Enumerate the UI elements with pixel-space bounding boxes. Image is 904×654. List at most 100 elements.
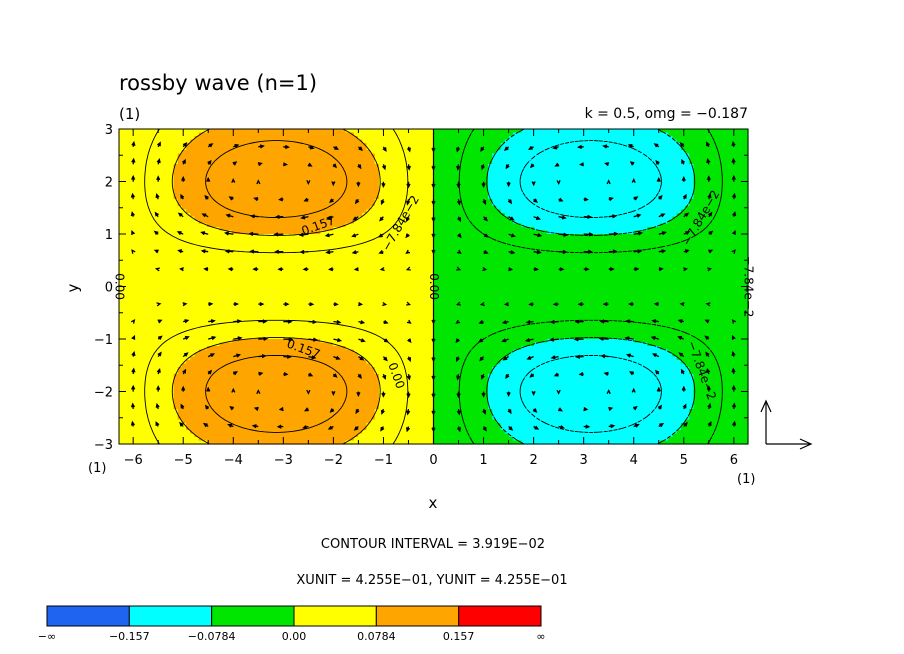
field-cell bbox=[324, 283, 330, 288]
field-cell bbox=[253, 136, 258, 141]
field-cell bbox=[135, 419, 141, 424]
field-cell bbox=[324, 300, 330, 305]
field-cell bbox=[215, 255, 221, 260]
field-cell bbox=[332, 272, 338, 277]
field-cell bbox=[198, 405, 204, 410]
field-cell bbox=[311, 237, 317, 242]
field-cell bbox=[223, 216, 229, 221]
field-cell bbox=[152, 349, 158, 354]
field-cell bbox=[223, 290, 229, 295]
field-cell bbox=[232, 419, 238, 424]
field-cell bbox=[341, 314, 347, 319]
field-cell bbox=[219, 349, 225, 354]
field-cell bbox=[320, 381, 326, 386]
field-cell bbox=[211, 412, 217, 417]
field-cell bbox=[198, 272, 204, 277]
field-cell bbox=[160, 416, 166, 421]
field-cell bbox=[123, 164, 128, 169]
field-cell bbox=[236, 349, 242, 354]
field-cell bbox=[345, 178, 351, 183]
field-cell bbox=[139, 234, 145, 239]
field-cell bbox=[269, 409, 275, 414]
field-cell bbox=[152, 416, 158, 421]
field-cell bbox=[299, 150, 305, 155]
field-cell bbox=[194, 192, 200, 197]
field-cell bbox=[274, 423, 279, 428]
field-cell bbox=[332, 262, 338, 267]
field-cell bbox=[332, 440, 338, 445]
field-cell bbox=[119, 234, 124, 239]
field-cell bbox=[332, 279, 338, 284]
field-cell bbox=[345, 171, 351, 176]
field-cell bbox=[186, 290, 191, 295]
field-cell bbox=[265, 395, 271, 400]
field-cell bbox=[282, 395, 288, 400]
field-cell bbox=[169, 426, 175, 431]
field-cell bbox=[228, 143, 233, 148]
field-cell bbox=[198, 335, 204, 340]
field-cell bbox=[278, 321, 284, 326]
field-cell bbox=[303, 412, 309, 417]
field-cell bbox=[194, 174, 200, 179]
field-cell bbox=[219, 188, 225, 193]
field-cell bbox=[215, 430, 221, 435]
field-cell bbox=[144, 402, 149, 407]
field-cell bbox=[324, 367, 330, 372]
field-cell bbox=[269, 185, 275, 190]
field-cell bbox=[160, 234, 166, 239]
field-cell bbox=[324, 199, 330, 204]
field-cell bbox=[240, 244, 246, 249]
field-cell bbox=[299, 437, 305, 442]
field-cell bbox=[156, 398, 162, 403]
field-cell bbox=[131, 332, 137, 337]
field-cell bbox=[244, 272, 250, 277]
field-cell bbox=[211, 220, 217, 225]
field-cell bbox=[290, 188, 296, 193]
field-cell bbox=[286, 346, 292, 351]
field-cell bbox=[257, 202, 263, 207]
field-cell bbox=[244, 199, 250, 204]
field-cell bbox=[127, 160, 133, 165]
field-cell bbox=[173, 412, 179, 417]
field-cell bbox=[223, 199, 229, 204]
field-cell bbox=[232, 286, 238, 291]
field-cell bbox=[316, 300, 321, 305]
field-cell bbox=[219, 409, 225, 414]
field-cell bbox=[316, 290, 321, 295]
field-cell bbox=[207, 353, 212, 358]
field-cell bbox=[274, 321, 279, 326]
field-cell bbox=[219, 209, 225, 214]
field-cell bbox=[131, 132, 137, 137]
field-cell bbox=[253, 269, 258, 274]
field-cell bbox=[349, 171, 355, 176]
field-cell bbox=[345, 388, 351, 393]
field-cell bbox=[190, 430, 196, 435]
field-cell bbox=[341, 185, 347, 190]
field-cell bbox=[307, 195, 313, 200]
field-cell bbox=[240, 269, 246, 274]
field-cell bbox=[299, 132, 305, 137]
field-cell bbox=[261, 234, 267, 239]
field-cell bbox=[165, 167, 170, 172]
field-cell bbox=[202, 192, 208, 197]
field-cell bbox=[190, 136, 196, 141]
field-cell bbox=[316, 185, 321, 190]
field-cell bbox=[248, 293, 254, 298]
field-cell bbox=[207, 248, 212, 253]
field-cell bbox=[253, 335, 258, 340]
field-cell bbox=[165, 279, 170, 284]
field-cell bbox=[248, 234, 254, 239]
field-cell bbox=[135, 160, 141, 165]
field-cell bbox=[303, 188, 309, 193]
field-cell bbox=[160, 356, 166, 361]
field-cell bbox=[269, 402, 275, 407]
field-cell bbox=[274, 237, 279, 242]
field-cell bbox=[202, 279, 208, 284]
field-cell bbox=[215, 279, 221, 284]
field-cell bbox=[290, 349, 296, 354]
field-cell bbox=[320, 202, 326, 207]
field-cell bbox=[181, 234, 187, 239]
field-cell bbox=[290, 227, 296, 232]
field-cell bbox=[202, 153, 208, 158]
field-cell bbox=[194, 440, 200, 445]
